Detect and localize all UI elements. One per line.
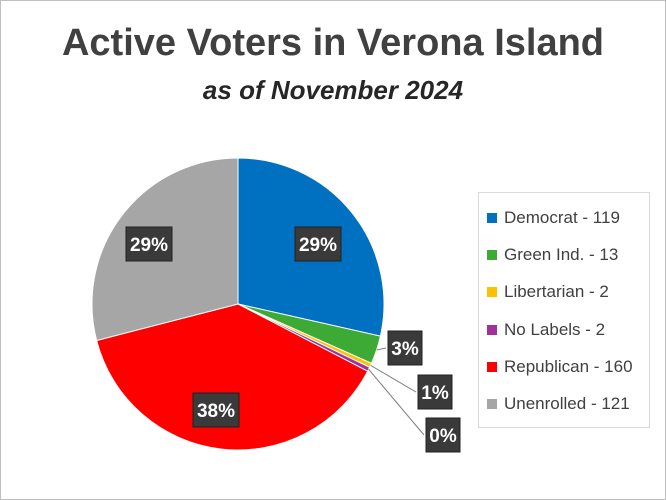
legend-label: No Labels - 2 xyxy=(504,319,606,339)
legend-swatch xyxy=(487,361,497,372)
data-label-box xyxy=(417,374,453,410)
data-label-box xyxy=(294,226,342,262)
leader-line xyxy=(368,368,425,436)
legend: Democrat - 119 Green Ind. - 13 Libertari… xyxy=(478,192,650,428)
data-label: 38% xyxy=(197,401,235,422)
legend-item-green-ind: Green Ind. - 13 xyxy=(487,236,649,273)
legend-label: Republican - 160 xyxy=(504,356,633,376)
legend-item-democrat: Democrat - 119 xyxy=(487,199,649,236)
data-label-box xyxy=(192,392,240,428)
legend-label: Green Ind. - 13 xyxy=(504,244,619,264)
data-label-box xyxy=(387,330,423,366)
legend-label: Libertarian - 2 xyxy=(504,282,609,302)
legend-swatch xyxy=(487,399,497,410)
legend-swatch xyxy=(487,212,497,223)
data-label-box xyxy=(425,417,461,453)
data-label: 1% xyxy=(421,383,449,404)
legend-swatch xyxy=(487,287,497,298)
legend-swatch xyxy=(487,324,497,335)
data-label: 29% xyxy=(130,235,168,256)
data-label: 3% xyxy=(391,339,419,360)
data-label: 29% xyxy=(299,235,337,256)
leader-line xyxy=(376,347,387,351)
legend-item-no-labels: No Labels - 2 xyxy=(487,311,649,348)
legend-label: Unenrolled - 121 xyxy=(504,394,630,414)
data-label: 0% xyxy=(429,426,457,447)
pie-slice xyxy=(96,303,369,451)
legend-item-republican: Republican - 160 xyxy=(487,348,649,385)
leader-line xyxy=(370,364,417,393)
legend-label: Democrat - 119 xyxy=(504,207,620,227)
legend-item-libertarian: Libertarian - 2 xyxy=(487,274,649,311)
legend-swatch xyxy=(487,249,497,260)
legend-item-unenrolled: Unenrolled - 121 xyxy=(487,385,649,422)
chart-title: Active Voters in Verona Island xyxy=(61,22,605,64)
data-label-box xyxy=(125,226,173,262)
chart-subtitle: as of November 2024 xyxy=(202,75,464,105)
